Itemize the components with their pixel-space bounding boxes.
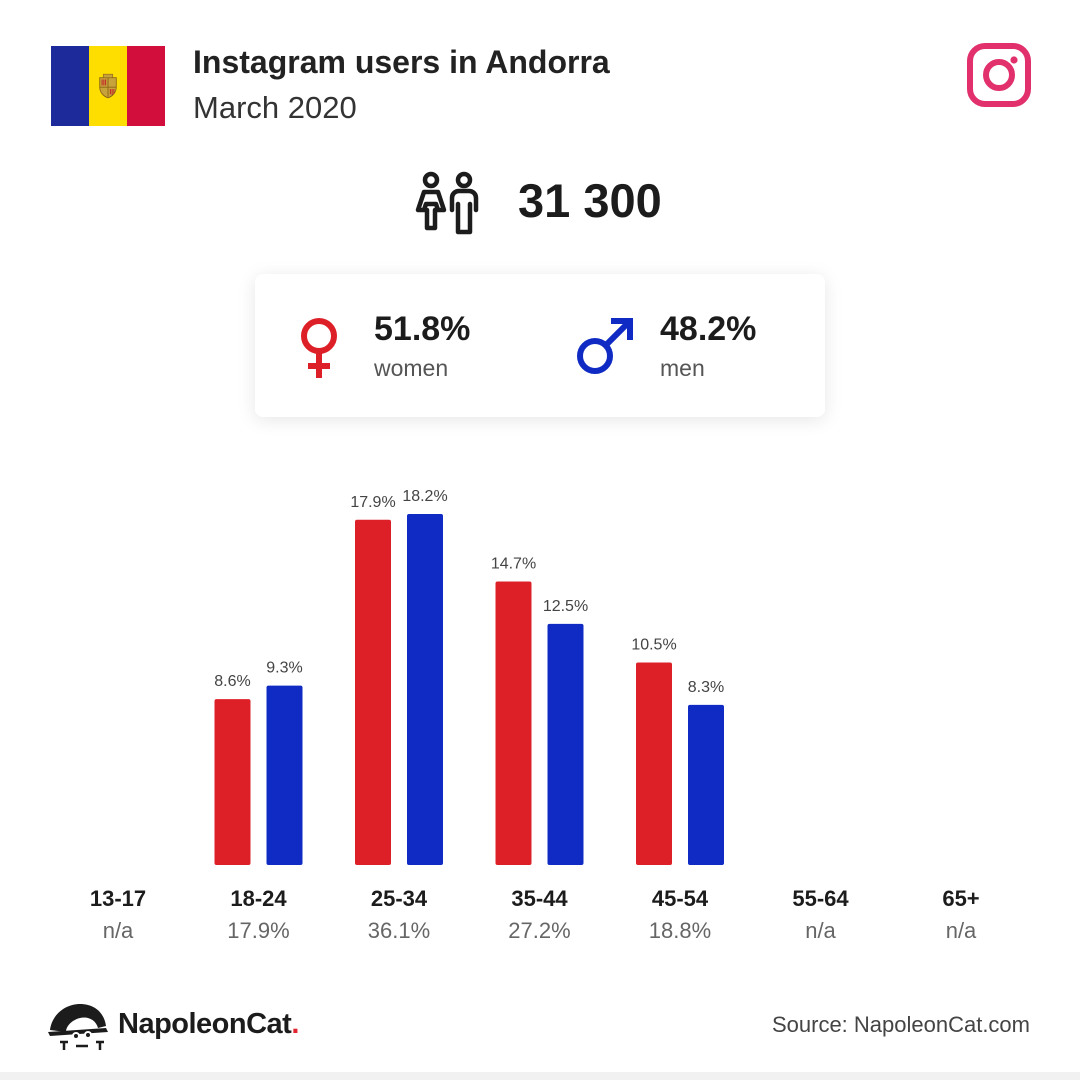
bottom-strip [0, 1072, 1080, 1080]
flag-stripe-blue [51, 46, 89, 126]
gender-card: 51.8% women 48.2% men [255, 274, 825, 417]
male-symbol-icon [577, 318, 633, 374]
age-group-label: 18-24 [230, 886, 287, 911]
female-symbol-icon [301, 318, 337, 378]
age-group-total: n/a [103, 918, 134, 943]
bar-label-women-45-54: 10.5% [631, 637, 676, 654]
bar-label-women-18-24: 8.6% [214, 673, 250, 690]
age-group-label: 65+ [942, 886, 979, 911]
age-group-total: 18.8% [649, 918, 711, 943]
age-group-total: n/a [805, 918, 836, 943]
age-gender-bar-chart: 13-17 n/a 8.6% 9.3% 18-24 17.9% 17.9% 18.2% 25-3… [90, 488, 980, 943]
total-users: 31 300 [518, 174, 662, 227]
napoleoncat-logo-icon [48, 1004, 108, 1050]
flag-stripe-red [127, 46, 165, 126]
page-title: Instagram users in Andorra [193, 44, 610, 80]
people-icon [415, 171, 479, 235]
age-group-total: 17.9% [227, 918, 289, 943]
bar-women-25-34 [355, 519, 391, 865]
brand-name: NapoleonCat. [118, 1008, 299, 1041]
bar-women-18-24 [214, 699, 251, 865]
bar-label-women-25-34: 17.9% [350, 494, 395, 511]
bar-label-men-45-54: 8.3% [688, 679, 724, 696]
bar-men-25-34 [407, 514, 443, 865]
age-group-total: n/a [946, 918, 977, 943]
instagram-icon [967, 43, 1031, 107]
bar-women-35-44 [495, 581, 532, 865]
age-group-label: 13-17 [90, 886, 146, 911]
page-subtitle: March 2020 [193, 90, 357, 125]
bar-label-men-35-44: 12.5% [543, 598, 588, 615]
source-credit: Source: NapoleonCat.com [771, 1012, 1030, 1037]
bar-label-men-25-34: 18.2% [402, 488, 447, 505]
age-group-total: 36.1% [368, 918, 430, 943]
bar-men-35-44 [547, 623, 584, 865]
age-group-label: 45-54 [652, 886, 709, 911]
bar-label-women-35-44: 14.7% [491, 556, 536, 573]
bar-men-18-24 [266, 685, 303, 865]
age-group-total: 27.2% [508, 918, 570, 943]
women-label: women [374, 355, 449, 381]
age-group-label: 25-34 [371, 886, 428, 911]
men-label: men [660, 355, 705, 381]
women-percentage: 51.8% [374, 310, 471, 348]
brand-dot: . [291, 1008, 299, 1040]
men-percentage: 48.2% [660, 310, 757, 348]
flag-stripe-yellow [89, 46, 127, 126]
age-group-label: 55-64 [792, 886, 849, 911]
coat-of-arms-icon [99, 73, 117, 99]
brand-text: NapoleonCat [118, 1008, 292, 1040]
age-group-label: 35-44 [511, 886, 568, 911]
bar-label-men-18-24: 9.3% [266, 660, 302, 677]
bar-men-45-54 [688, 704, 724, 865]
bar-women-45-54 [636, 662, 672, 865]
andorra-flag [51, 46, 165, 126]
